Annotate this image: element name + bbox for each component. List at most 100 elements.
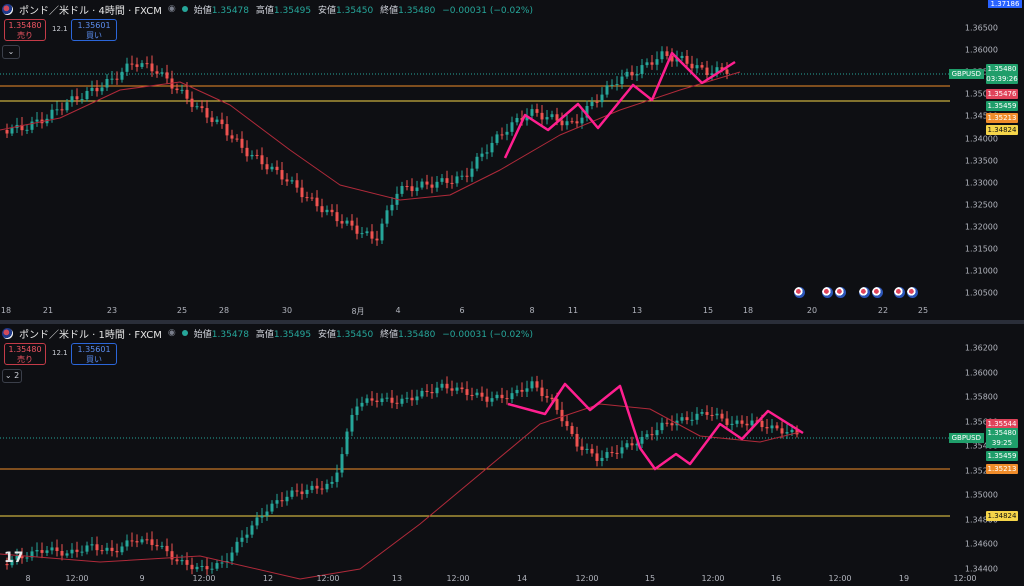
candle-body xyxy=(65,102,69,111)
economic-events[interactable] xyxy=(859,287,883,298)
price-tick: 1.31000 xyxy=(964,266,998,276)
candle-body xyxy=(130,540,134,542)
event-flag-icon[interactable] xyxy=(872,287,883,298)
candle-body xyxy=(180,560,184,562)
sell-button[interactable]: 1.35480 売り xyxy=(4,19,46,41)
symbol-title[interactable]: ポンド／米ドル · 4時間 · FXCM xyxy=(19,5,162,17)
collapse-indicators-button[interactable]: ⌄ 2 xyxy=(2,369,22,383)
candle-body xyxy=(255,154,259,156)
candle-body xyxy=(680,417,684,421)
candle-body xyxy=(595,453,599,461)
candle-body xyxy=(310,197,314,199)
candle-body xyxy=(305,489,309,495)
candle-body xyxy=(290,490,294,497)
collapse-indicators-button[interactable]: ⌄ xyxy=(2,45,20,59)
candle-body xyxy=(145,539,149,541)
candle-body xyxy=(215,563,219,569)
candle-body xyxy=(665,51,669,56)
time-tick: 25 xyxy=(176,306,188,315)
economic-events[interactable] xyxy=(794,287,805,298)
eye-icon[interactable]: ◉ xyxy=(167,4,176,14)
price-axis-4h[interactable]: 1.365001.360001.355001.350001.345001.340… xyxy=(952,0,1024,320)
candle-body xyxy=(265,164,269,170)
candle-body xyxy=(285,496,289,502)
chart-pane-4h[interactable]: ポンド／米ドル · 4時間 · FXCM ◉ 始値1.35478 高値1.354… xyxy=(0,0,1024,320)
candle-body xyxy=(345,220,349,224)
symbol-title[interactable]: ポンド／米ドル · 1時間 · FXCM xyxy=(19,329,162,341)
candle-body xyxy=(625,71,629,77)
time-tick: 14 xyxy=(516,574,528,583)
candle-body xyxy=(225,124,229,136)
candle-body xyxy=(350,220,354,226)
candle-body xyxy=(640,436,644,444)
candle-body xyxy=(605,452,609,458)
candle-body xyxy=(470,168,474,177)
candle-body xyxy=(490,398,494,402)
candle-body xyxy=(575,433,579,447)
candle-body xyxy=(330,481,334,484)
candle-body xyxy=(640,65,644,75)
price-tick: 1.34500 xyxy=(964,111,998,121)
candle-body xyxy=(670,55,674,62)
candle-body xyxy=(60,109,64,111)
price-tick: 1.33500 xyxy=(964,156,998,166)
candle-body xyxy=(300,187,304,198)
time-tick: 15 xyxy=(702,306,714,315)
moving-average-line xyxy=(0,403,801,580)
candle-body xyxy=(600,94,604,103)
candle-body xyxy=(470,394,474,396)
time-tick: 16 xyxy=(770,574,782,583)
time-axis-1h[interactable]: 8 12:00 9 12:00 12 12:00 13 12:00 14 12:00 15 12:00… xyxy=(0,574,976,586)
chart-pane-1h[interactable]: ポンド／米ドル · 1時間 · FXCM ◉ 始値1.35478 高値1.354… xyxy=(0,324,1024,586)
candle-body xyxy=(385,210,389,224)
event-flag-icon[interactable] xyxy=(907,287,918,298)
time-tick: 12:00 xyxy=(192,574,216,583)
candlestick-chart-4h[interactable] xyxy=(0,0,1024,320)
candle-body xyxy=(260,155,264,165)
time-tick: 28 xyxy=(218,306,230,315)
buy-button[interactable]: 1.35601 買い xyxy=(71,19,117,41)
buy-button[interactable]: 1.35601 買い xyxy=(71,343,117,365)
price-tick: 1.32500 xyxy=(964,200,998,210)
candle-body xyxy=(345,431,349,455)
event-flag-icon[interactable] xyxy=(859,287,870,298)
candle-body xyxy=(220,119,224,125)
candle-body xyxy=(645,62,649,66)
candle-body xyxy=(335,472,339,482)
candle-body xyxy=(295,490,299,492)
candle-body xyxy=(545,396,549,398)
candle-body xyxy=(80,99,84,101)
tradingview-logo[interactable]: 17 xyxy=(4,550,24,566)
candle-body xyxy=(355,406,359,415)
candle-body xyxy=(485,396,489,402)
candle-body xyxy=(540,112,544,120)
candle-body xyxy=(490,142,494,153)
eye-icon[interactable]: ◉ xyxy=(167,328,176,338)
event-flag-icon[interactable] xyxy=(822,287,833,298)
candle-body xyxy=(290,180,294,182)
candle-body xyxy=(405,397,409,399)
candle-body xyxy=(460,175,464,177)
time-tick: 12:00 xyxy=(316,574,340,583)
candle-body xyxy=(95,87,99,92)
candle-body xyxy=(195,106,199,108)
candle-body xyxy=(510,122,514,132)
candle-body xyxy=(65,553,69,556)
economic-events[interactable] xyxy=(894,287,918,298)
event-flag-icon[interactable] xyxy=(794,287,805,298)
spread-value: 12.1 xyxy=(52,25,68,33)
economic-events[interactable] xyxy=(822,287,846,298)
time-axis-4h[interactable]: 18 21 23 25 28 30 8月 4 6 8 11 13 15 18 20 22 25 xyxy=(0,306,960,320)
pane-divider[interactable] xyxy=(0,320,1024,324)
candle-body xyxy=(270,503,274,512)
candle-body xyxy=(465,389,469,395)
price-axis-1h[interactable]: 1.36200 1.36000 1.35800 1.35600 1.35400 1.352… xyxy=(952,324,1024,586)
candle-body xyxy=(505,398,509,400)
event-flag-icon[interactable] xyxy=(835,287,846,298)
candle-body xyxy=(330,209,334,213)
sell-button[interactable]: 1.35480 売り xyxy=(4,343,46,365)
time-tick: 12:00 xyxy=(828,574,852,583)
candle-body xyxy=(725,418,729,425)
event-flag-icon[interactable] xyxy=(894,287,905,298)
candlestick-chart-1h[interactable] xyxy=(0,324,1024,586)
